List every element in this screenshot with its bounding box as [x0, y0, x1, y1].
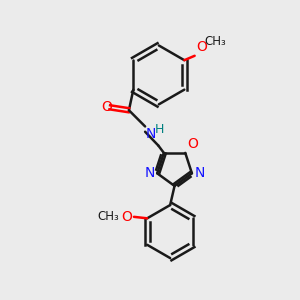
Text: CH₃: CH₃: [98, 210, 119, 223]
Text: N: N: [145, 166, 155, 180]
Text: O: O: [196, 40, 207, 54]
Text: H: H: [154, 123, 164, 136]
Text: O: O: [188, 137, 199, 152]
Text: O: O: [101, 100, 112, 114]
Text: CH₃: CH₃: [204, 34, 226, 47]
Text: N: N: [146, 127, 156, 141]
Text: N: N: [195, 166, 205, 180]
Text: O: O: [122, 210, 133, 224]
